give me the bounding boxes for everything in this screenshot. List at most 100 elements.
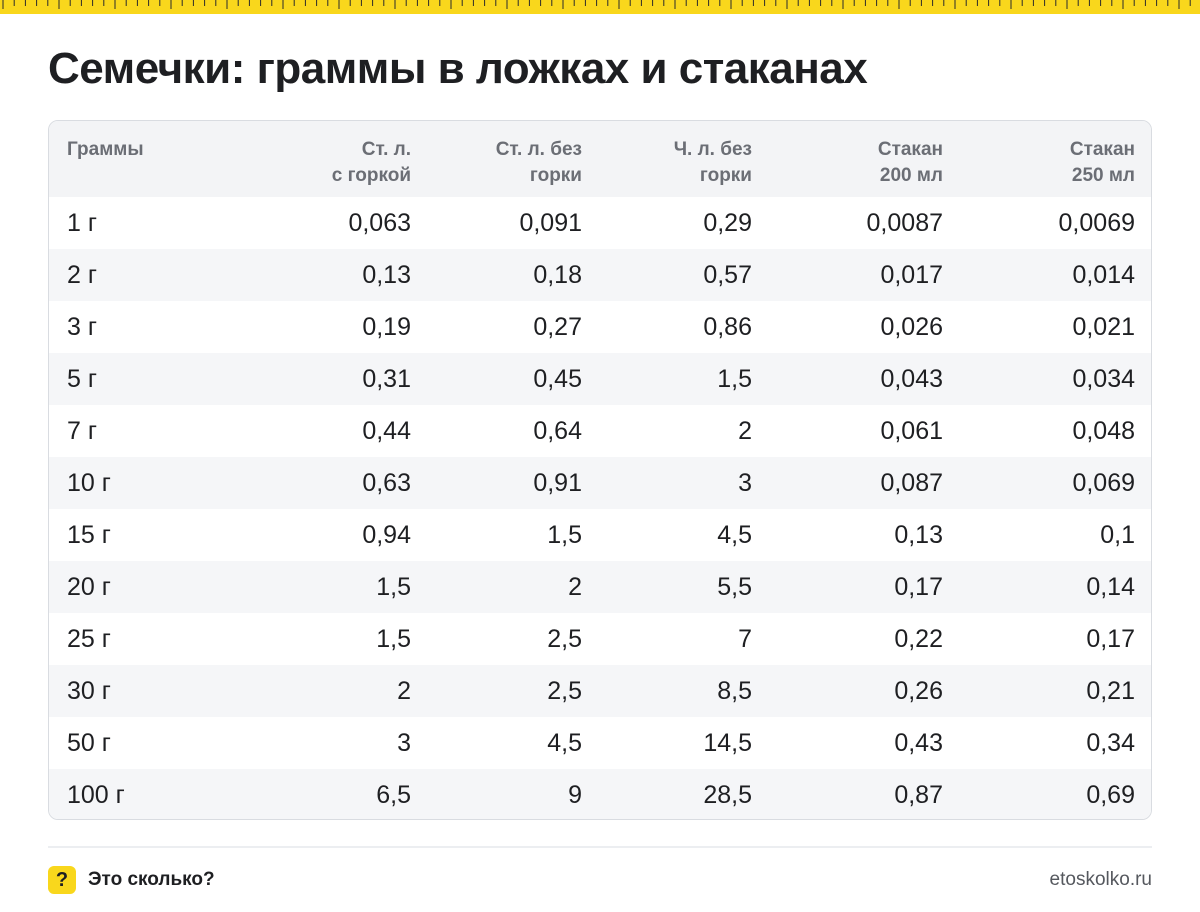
value-cell: 1,5: [376, 625, 411, 653]
header-label: Граммы: [67, 139, 144, 160]
value-cell: 1,5: [547, 521, 582, 549]
value-cell: 8,5: [717, 677, 752, 705]
grams-cell: 2 г: [67, 261, 97, 289]
value-cell: 0,0087: [866, 209, 943, 237]
table-row: 3 г 0,19 0,27 0,86 0,026 0,021: [49, 301, 1151, 353]
grams-cell: 1 г: [67, 209, 97, 237]
header-label: Ст. л. без: [495, 139, 582, 160]
header-label: с горкой: [331, 165, 411, 186]
value-cell: 0,29: [703, 209, 752, 237]
value-cell: 0,19: [362, 313, 411, 341]
value-cell: 0,45: [533, 365, 582, 393]
value-cell: 28,5: [703, 781, 752, 809]
value-cell: 0,021: [1072, 313, 1135, 341]
value-cell: 3: [738, 469, 752, 497]
value-cell: 0,57: [703, 261, 752, 289]
table-row: 2 г 0,13 0,18 0,57 0,017 0,014: [49, 249, 1151, 301]
value-cell: 0,17: [1086, 625, 1135, 653]
value-cell: 0,043: [880, 365, 943, 393]
conversion-table: Граммы Ст. л. с горкой Ст. л. без горки …: [49, 121, 1151, 819]
value-cell: 0,026: [880, 313, 943, 341]
value-cell: 0,21: [1086, 677, 1135, 705]
value-cell: 0,13: [894, 521, 943, 549]
header-label: горки: [699, 165, 752, 186]
header-tbsp-heaped: Ст. л. с горкой: [249, 121, 427, 197]
value-cell: 0,087: [880, 469, 943, 497]
header-label: 250 мл: [1071, 165, 1135, 186]
value-cell: 0,18: [533, 261, 582, 289]
value-cell: 0,91: [533, 469, 582, 497]
table-row: 50 г 3 4,5 14,5 0,43 0,34: [49, 717, 1151, 769]
header-tsp-level: Ч. л. без горки: [598, 121, 768, 197]
grams-cell: 3 г: [67, 313, 97, 341]
value-cell: 0,063: [348, 209, 411, 237]
value-cell: 0,69: [1086, 781, 1135, 809]
header-grams: Граммы: [49, 121, 249, 197]
grams-cell: 20 г: [67, 573, 111, 601]
header-glass-250: Стакан 250 мл: [959, 121, 1151, 197]
grams-cell: 10 г: [67, 469, 111, 497]
grams-cell: 15 г: [67, 521, 111, 549]
value-cell: 0,091: [519, 209, 582, 237]
value-cell: 2: [568, 573, 582, 601]
value-cell: 0,014: [1072, 261, 1135, 289]
value-cell: 0,22: [894, 625, 943, 653]
table-row: 1 г 0,063 0,091 0,29 0,0087 0,0069: [49, 197, 1151, 249]
table-row: 7 г 0,44 0,64 2 0,061 0,048: [49, 405, 1151, 457]
value-cell: 0,27: [533, 313, 582, 341]
value-cell: 0,061: [880, 417, 943, 445]
value-cell: 0,1: [1100, 521, 1135, 549]
grams-cell: 25 г: [67, 625, 111, 653]
site-url: etoskolko.ru: [1049, 869, 1152, 890]
value-cell: 4,5: [547, 729, 582, 757]
conversion-table-card: Граммы Ст. л. с горкой Ст. л. без горки …: [48, 120, 1152, 820]
value-cell: 0,13: [362, 261, 411, 289]
table-row: 30 г 2 2,5 8,5 0,26 0,21: [49, 665, 1151, 717]
grams-cell: 5 г: [67, 365, 97, 393]
grams-cell: 50 г: [67, 729, 111, 757]
header-label: горки: [529, 165, 582, 186]
header-label: 200 мл: [879, 165, 943, 186]
value-cell: 0,26: [894, 677, 943, 705]
value-cell: 2,5: [547, 677, 582, 705]
value-cell: 0,64: [533, 417, 582, 445]
table-row: 10 г 0,63 0,91 3 0,087 0,069: [49, 457, 1151, 509]
grams-cell: 30 г: [67, 677, 111, 705]
value-cell: 0,048: [1072, 417, 1135, 445]
grams-cell: 100 г: [67, 781, 125, 809]
value-cell: 2: [397, 677, 411, 705]
value-cell: 0,34: [1086, 729, 1135, 757]
header-glass-200: Стакан 200 мл: [768, 121, 959, 197]
table-row: 5 г 0,31 0,45 1,5 0,043 0,034: [49, 353, 1151, 405]
footer-brand: ? Это сколько?: [48, 866, 215, 894]
value-cell: 5,5: [717, 573, 752, 601]
value-cell: 0,87: [894, 781, 943, 809]
value-cell: 0,44: [362, 417, 411, 445]
value-cell: 0,94: [362, 521, 411, 549]
table-body: 1 г 0,063 0,091 0,29 0,0087 0,0069 2 г 0,13 0,18…: [49, 197, 1151, 819]
value-cell: 0,0069: [1058, 209, 1135, 237]
header-label: Стакан: [1069, 139, 1135, 160]
value-cell: 0,14: [1086, 573, 1135, 601]
value-cell: 0,069: [1072, 469, 1135, 497]
value-cell: 0,31: [362, 365, 411, 393]
value-cell: 0,017: [880, 261, 943, 289]
header-label: Ст. л.: [361, 139, 411, 160]
value-cell: 14,5: [703, 729, 752, 757]
table-row: 100 г 6,5 9 28,5 0,87 0,69: [49, 769, 1151, 819]
value-cell: 2,5: [547, 625, 582, 653]
page-title: Семечки: граммы в ложках и стаканах: [48, 44, 868, 93]
header-tbsp-level: Ст. л. без горки: [427, 121, 598, 197]
table-row: 20 г 1,5 2 5,5 0,17 0,14: [49, 561, 1151, 613]
value-cell: 1,5: [376, 573, 411, 601]
brand-name: Это сколько?: [88, 869, 215, 890]
table-row: 25 г 1,5 2,5 7 0,22 0,17: [49, 613, 1151, 665]
value-cell: 4,5: [717, 521, 752, 549]
value-cell: 6,5: [376, 781, 411, 809]
ruler-strip: [0, 0, 1200, 14]
value-cell: 9: [568, 781, 582, 809]
value-cell: 2: [738, 417, 752, 445]
value-cell: 3: [397, 729, 411, 757]
value-cell: 0,63: [362, 469, 411, 497]
value-cell: 0,17: [894, 573, 943, 601]
